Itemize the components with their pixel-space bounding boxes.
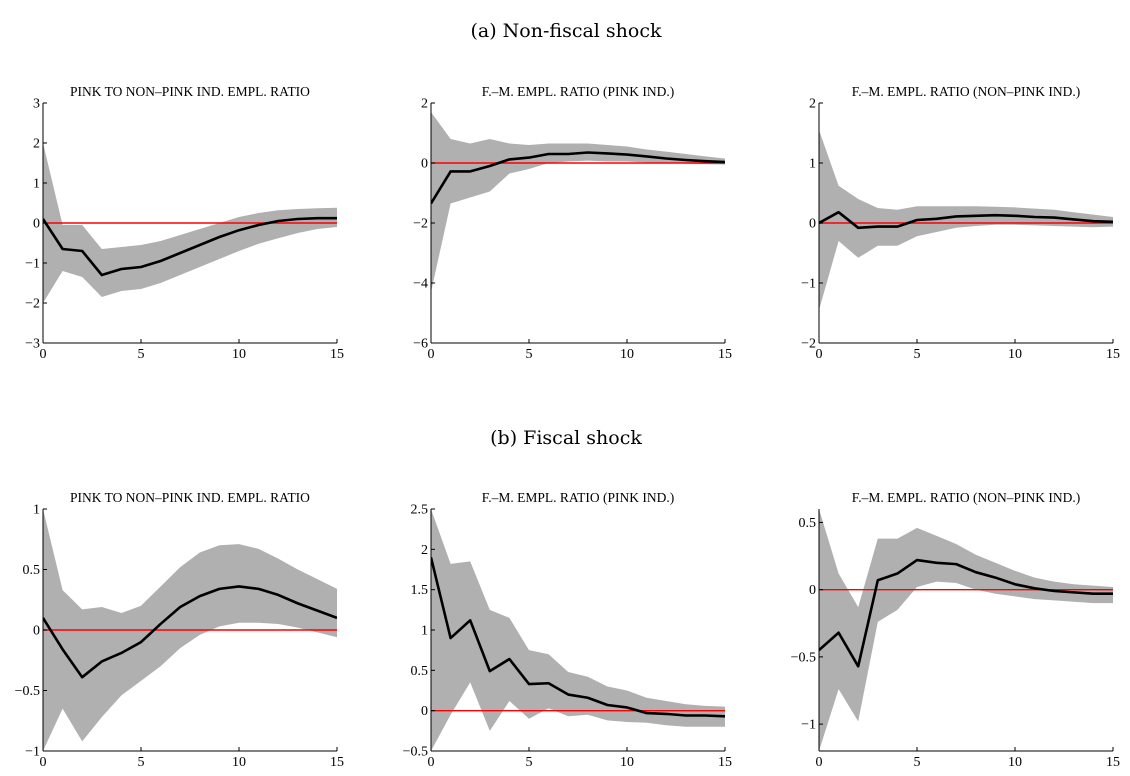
x-tick-label: 0: [816, 755, 823, 770]
x-tick-label: 5: [914, 755, 921, 770]
x-tick-label: 5: [138, 755, 145, 770]
panel-title: F.–M. EMPL. RATIO (PINK IND.): [482, 490, 674, 505]
confidence-band: [43, 143, 337, 303]
y-tick-label: −1: [801, 718, 816, 733]
x-tick-label: 0: [40, 755, 47, 770]
chart-panel-5: −0.500.511.522.50 5 10 15F.–M. EMPL. RATIO …: [403, 490, 732, 770]
x-tick-label: 0: [428, 755, 435, 770]
y-tick-label: −2: [413, 217, 428, 232]
y-tick-label: 0: [809, 583, 816, 598]
y-tick-label: −0.5: [15, 684, 40, 699]
x-tick-label: 10: [620, 347, 634, 362]
chart-panel-3: −2 −1 0 1 2 0 5 10 15 F.–M. EMPL. RATIO (NON–PINK…: [801, 84, 1120, 362]
section-title-a: (a) Non-fiscal shock: [470, 20, 661, 42]
x-tick-label: 15: [718, 347, 732, 362]
y-tick-label: 0: [33, 217, 40, 232]
response-line: [43, 585, 337, 679]
y-tick-label: −6: [413, 337, 428, 352]
panel-title: PINK TO NON–PINK IND. EMPL. RATIO: [70, 490, 310, 505]
x-tick-label: 15: [1106, 755, 1120, 770]
response-line: [431, 557, 725, 718]
x-tick-label: 15: [330, 347, 344, 362]
y-tick-label: 2: [809, 97, 816, 112]
y-tick-label: 0: [421, 157, 428, 172]
panel-title: F.–M. EMPL. RATIO (NON–PINK IND.): [852, 84, 1080, 99]
x-tick-label: 10: [1008, 347, 1022, 362]
y-tick-label: −1: [25, 745, 40, 760]
y-tick-label: 1.5: [411, 583, 429, 598]
x-tick-label: 15: [330, 755, 344, 770]
x-tick-label: 5: [138, 347, 145, 362]
y-tick-label: −0.5: [403, 745, 428, 760]
x-tick-label: 10: [1008, 755, 1022, 770]
confidence-band: [819, 130, 1113, 310]
y-tick-label: 0: [421, 704, 428, 719]
x-tick-label: 10: [620, 755, 634, 770]
y-tick-label: 0.5: [799, 516, 817, 531]
x-tick-label: 15: [1106, 347, 1120, 362]
section-title-b: (b) Fiscal shock: [490, 427, 642, 449]
y-tick-label: 0: [809, 217, 816, 232]
response-line: [819, 558, 1113, 668]
confidence-band: [431, 509, 725, 751]
y-tick-label: −0.5: [791, 650, 816, 665]
y-tick-label: −2: [25, 297, 40, 312]
y-tick-label: 1: [33, 177, 40, 192]
y-tick-label: 2: [421, 543, 428, 558]
x-tick-label: 15: [718, 755, 732, 770]
y-tick-label: 3: [33, 97, 40, 112]
y-tick-label: −2: [801, 337, 816, 352]
y-tick-label: 1: [33, 503, 40, 518]
x-tick-label: 5: [526, 755, 533, 770]
x-tick-label: 0: [428, 347, 435, 362]
y-tick-label: −1: [25, 257, 40, 272]
y-tick-label: −1: [801, 277, 816, 292]
chart-panel-1: −3 −2 −1 0 1 2 3 0 5 10 15 PINK TO NON–PINK IND. EM…: [25, 84, 344, 362]
x-tick-label: 5: [914, 347, 921, 362]
x-tick-label: 0: [40, 347, 47, 362]
panel-title: F.–M. EMPL. RATIO (NON–PINK IND.): [852, 490, 1080, 505]
chart-panel-6: −1 −0.5 0 0.5 0 5 10 15 F.–M. EMPL. RATIO (NON–P…: [791, 490, 1120, 770]
x-tick-label: 10: [232, 347, 246, 362]
chart-panel-2: −6 −4 −2 0 2 0 5 10 15 F.–M. EMPL. RATIO (PINK IN…: [413, 84, 732, 362]
x-tick-label: 10: [232, 755, 246, 770]
confidence-band: [819, 509, 1113, 751]
response-line: [819, 210, 1113, 230]
x-tick-label: 5: [526, 347, 533, 362]
y-tick-label: −3: [25, 337, 40, 352]
y-tick-label: 0: [33, 624, 40, 639]
y-tick-label: 1: [809, 157, 816, 172]
confidence-band: [431, 112, 725, 292]
y-tick-label: 0.5: [23, 563, 41, 578]
panel-title: F.–M. EMPL. RATIO (PINK IND.): [482, 84, 674, 99]
response-line: [43, 216, 337, 277]
y-tick-label: 2: [421, 97, 428, 112]
y-tick-label: 2: [33, 137, 40, 152]
response-line: [431, 151, 725, 205]
y-tick-label: −4: [413, 277, 428, 292]
panel-title: PINK TO NON–PINK IND. EMPL. RATIO: [70, 84, 310, 99]
x-tick-label: 0: [816, 347, 823, 362]
y-tick-label: 0.5: [411, 664, 429, 679]
y-tick-label: 2.5: [411, 503, 429, 518]
y-tick-label: 1: [421, 624, 428, 639]
